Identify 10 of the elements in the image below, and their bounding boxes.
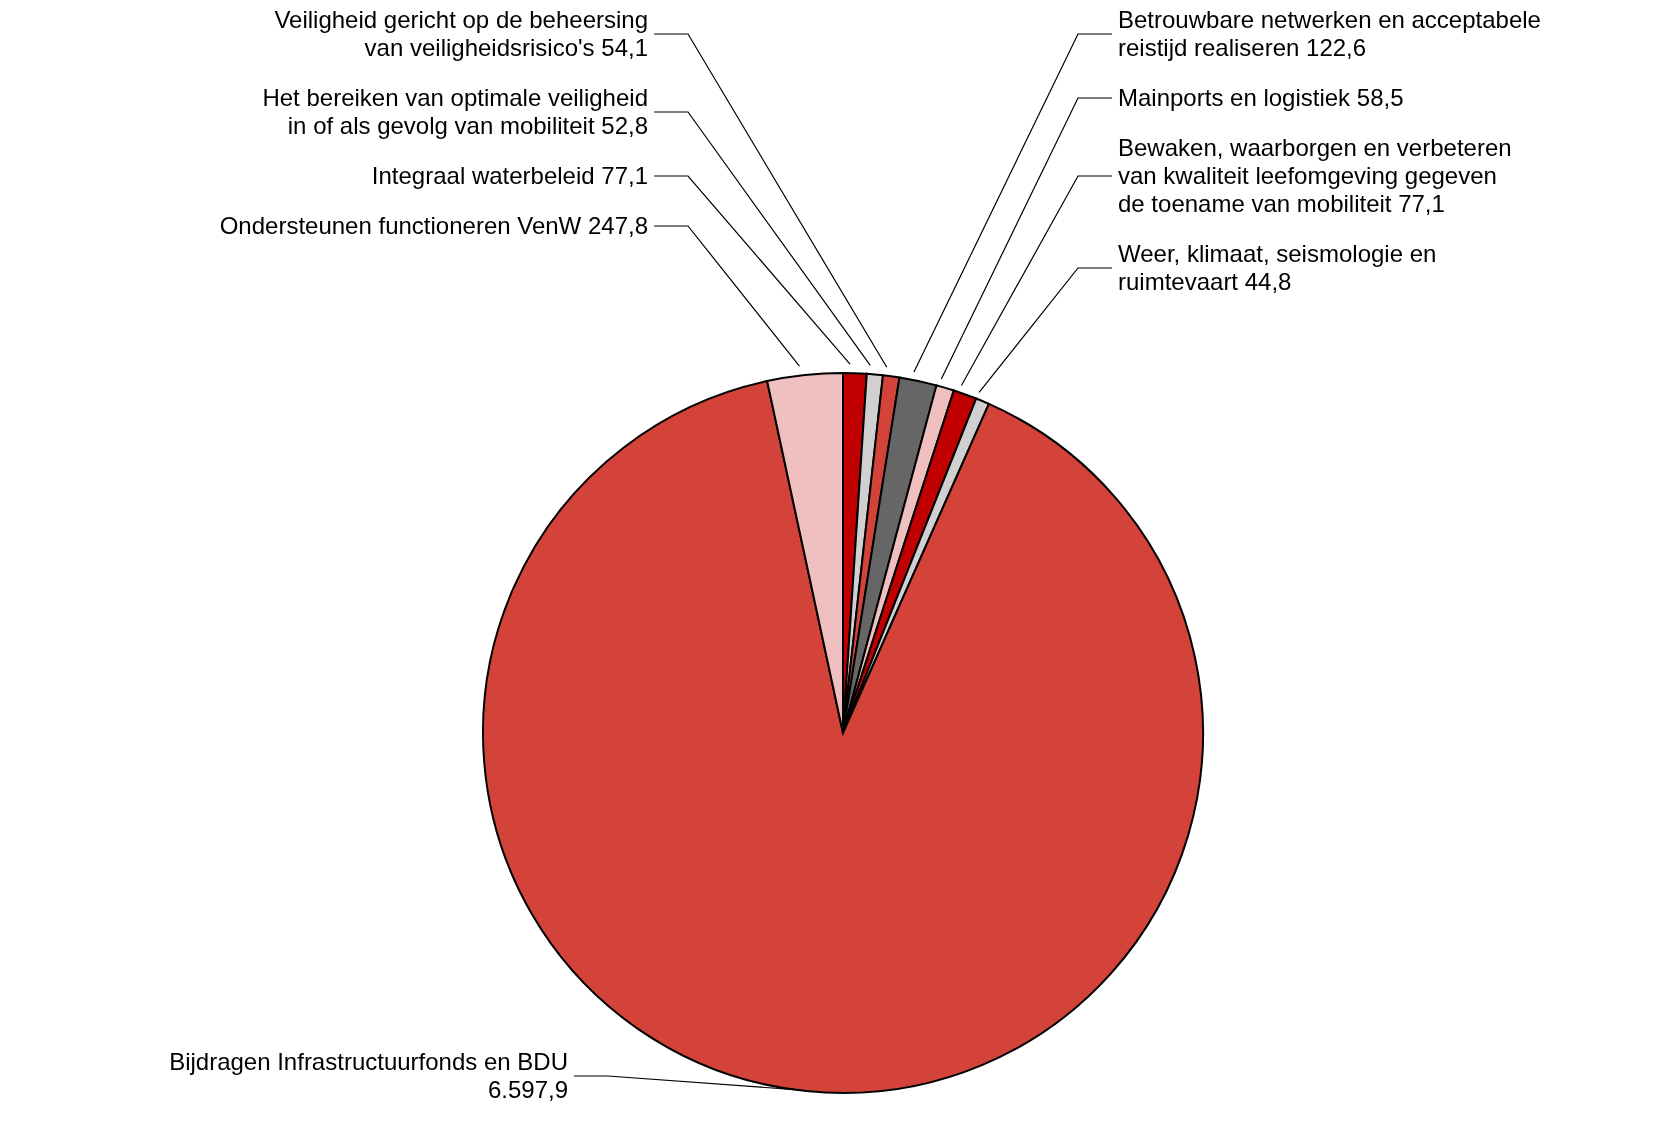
slice-label: Betrouwbare netwerken en acceptabele reistijd realiseren 122,6: [1118, 6, 1541, 61]
slice-label: Bewaken, waarborgen en verbeteren van kwaliteit leefomgeving gegeven de toename van mobiliteit 77,1: [1118, 134, 1512, 217]
slice-label: Weer, klimaat, seismologie en ruimtevaart 44,8: [1118, 240, 1437, 295]
slice-label: Integraal waterbeleid 77,1: [371, 162, 648, 189]
slice-label: Het bereiken van optimale veiligheid in of als gevolg van mobiliteit 52,8: [262, 84, 648, 139]
slice-label: Mainports en logistiek 58,5: [1118, 84, 1404, 111]
data-label: 6.597,9: [487, 1076, 568, 1103]
slice-label: Ondersteunen functioneren VenW 247,8: [219, 212, 648, 239]
slice-label: Veiligheid gericht op de beheersing van veiligheidsrisico's 54,1: [274, 6, 648, 61]
slice-label: Bijdragen Infrastructuurfonds en BDU: [169, 1048, 568, 1075]
